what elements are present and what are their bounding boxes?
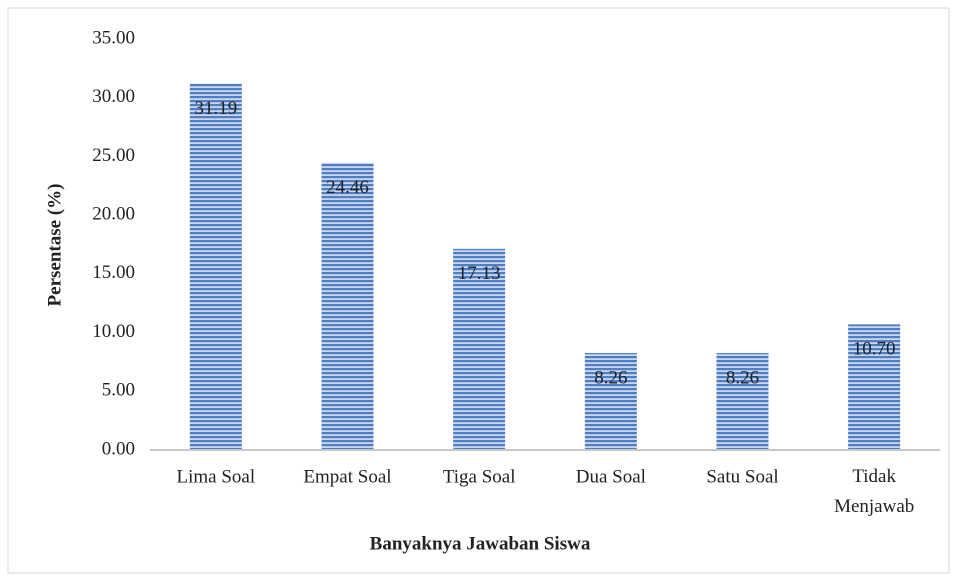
y-tick-label: 35.00 — [92, 27, 135, 48]
x-tick-label: Satu Soal — [706, 466, 778, 487]
bar — [189, 83, 242, 450]
data-label: 8.26 — [726, 367, 759, 388]
data-label: 17.13 — [458, 263, 501, 284]
bar — [453, 248, 506, 450]
y-tick-label: 10.00 — [92, 321, 135, 342]
y-axis-title: Persentase (%) — [44, 184, 65, 307]
bar — [716, 353, 769, 450]
x-tick-label: Dua Soal — [576, 466, 646, 487]
y-tick-label: 5.00 — [102, 380, 135, 401]
data-label: 10.70 — [853, 339, 896, 360]
x-tick-label: Lima Soal — [177, 466, 256, 487]
x-tick-label: Empat Soal — [303, 466, 391, 487]
y-tick-label: 0.00 — [102, 438, 135, 459]
x-tick-label: Tiga Soal — [443, 466, 516, 487]
y-tick-label: 15.00 — [92, 262, 135, 283]
x-axis-title: Banyaknya Jawaban Siswa — [370, 533, 591, 554]
bar — [848, 324, 901, 450]
y-tick-label: 20.00 — [92, 204, 135, 225]
bar — [321, 162, 374, 450]
data-label: 24.46 — [326, 177, 369, 198]
y-tick-label: 30.00 — [92, 86, 135, 107]
bar — [584, 353, 637, 450]
x-tick-label: Tidak Menjawab — [834, 466, 914, 517]
y-tick-label: 25.00 — [92, 145, 135, 166]
data-label: 31.19 — [194, 98, 237, 119]
data-label: 8.26 — [594, 367, 627, 388]
